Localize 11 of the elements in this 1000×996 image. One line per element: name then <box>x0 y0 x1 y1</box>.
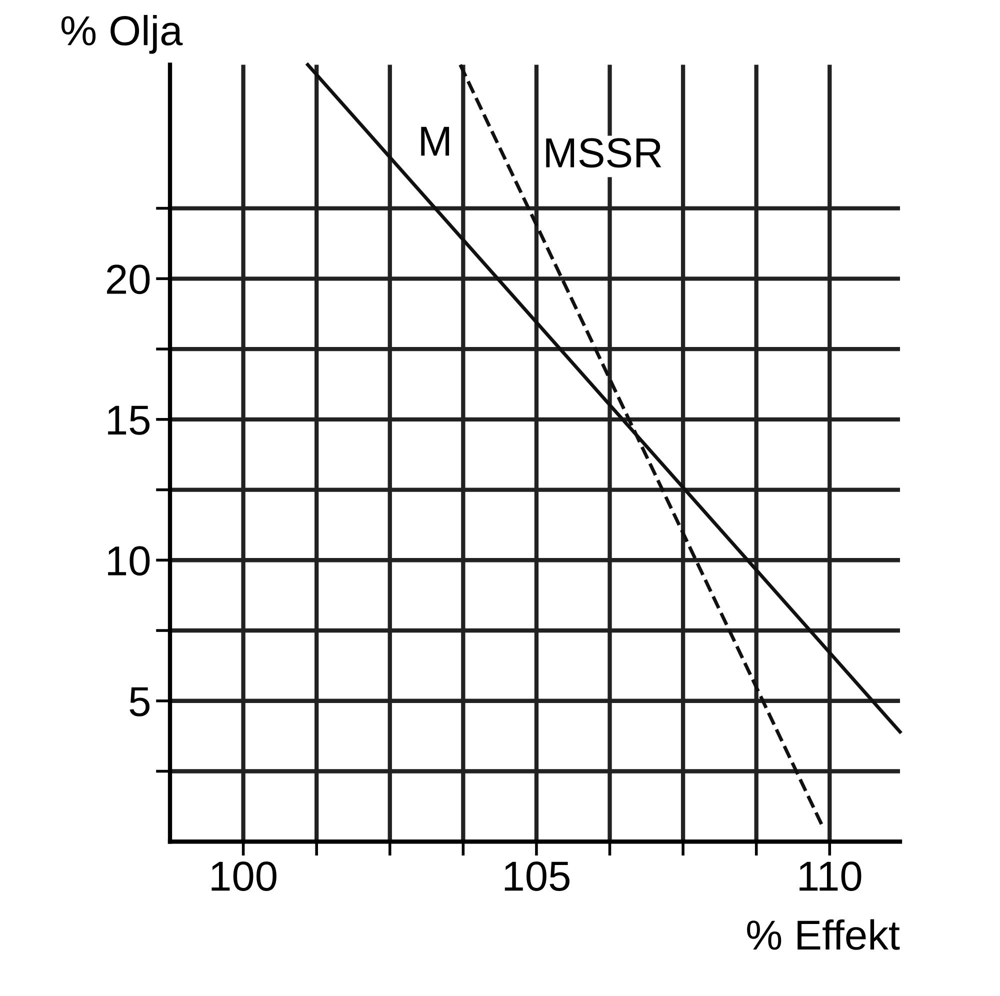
series-label: MSSR <box>546 138 662 168</box>
x-tick-label: 110 <box>800 861 862 891</box>
y-tick-label: 10 <box>108 546 150 576</box>
y-tick-label: 20 <box>107 264 150 294</box>
series-label: M <box>421 126 450 156</box>
y-tick-label: 5 <box>130 687 150 716</box>
x-tick-label: 105 <box>504 861 570 891</box>
x-tick-label: 100 <box>212 861 276 891</box>
y-tick-label: 15 <box>108 406 150 435</box>
y-axis-title: % Olja <box>61 14 183 54</box>
x-axis-title: % Effekt <box>747 919 900 950</box>
